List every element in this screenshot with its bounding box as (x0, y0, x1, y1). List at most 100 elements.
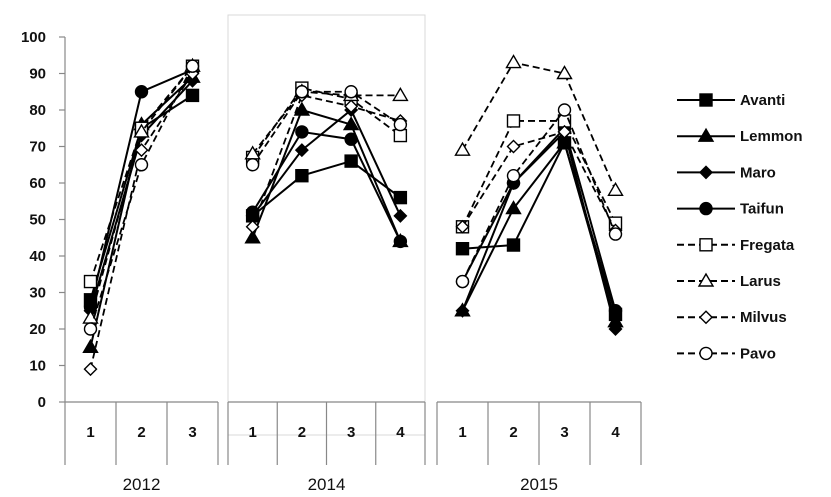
data-point (187, 89, 199, 101)
series-line (463, 132, 616, 231)
y-tick-label: 60 (29, 175, 46, 192)
legend-item-avanti: Avanti (677, 92, 785, 109)
series-avanti (457, 137, 622, 321)
data-point (394, 130, 406, 142)
data-point (508, 141, 520, 153)
year-label: 2014 (308, 475, 346, 494)
y-tick-label: 30 (29, 285, 46, 302)
series-pavo (247, 86, 407, 171)
legend-item-larus: Larus (677, 273, 781, 290)
year-label: 2015 (520, 475, 558, 494)
y-tick-label: 50 (29, 212, 46, 229)
legend: Avanti Lemmon Maro Taifun Fregata Larus Milvus… (677, 92, 803, 362)
data-point (394, 192, 406, 204)
panel-2015: 1 2 3 4 2015 (437, 56, 641, 494)
data-point (609, 183, 623, 195)
data-point (457, 243, 469, 255)
legend-label: Avanti (740, 92, 785, 109)
series-milvus (85, 68, 199, 376)
x-tick-label: 3 (188, 424, 196, 441)
x-tick-label: 1 (86, 424, 94, 441)
legend-marker (700, 203, 712, 215)
y-tick-label: 80 (29, 102, 46, 119)
legend-label: Taifun (740, 201, 784, 218)
data-point (507, 56, 521, 68)
legend-item-taifun: Taifun (677, 201, 784, 218)
series-line (463, 128, 616, 311)
series-milvus (247, 89, 407, 232)
x-tick-label: 3 (560, 424, 568, 441)
x-tick-label: 1 (248, 424, 256, 441)
series-lemmon (84, 70, 200, 352)
data-point (456, 143, 470, 155)
series-lemmon (456, 136, 623, 327)
data-point (345, 155, 357, 167)
data-point (457, 276, 469, 288)
legend-item-fregata: Fregata (677, 237, 795, 254)
series-fregata (457, 115, 622, 233)
data-point (610, 228, 622, 240)
y-tick-label: 100 (21, 29, 46, 46)
x-tick-label: 2 (509, 424, 517, 441)
legend-marker (700, 94, 712, 106)
x-tick-label: 4 (611, 424, 620, 441)
legend-label: Milvus (740, 309, 787, 326)
data-point (85, 363, 97, 375)
data-point (187, 60, 199, 72)
legend-label: Lemmon (740, 128, 803, 145)
data-point (394, 210, 406, 222)
panel-2012: 1 2 3 2012 (65, 59, 218, 494)
data-point (394, 235, 406, 247)
legend-item-pavo: Pavo (677, 345, 776, 362)
data-point (508, 115, 520, 127)
data-point (345, 133, 357, 145)
series-maro (457, 126, 622, 335)
legend-marker (700, 239, 712, 251)
series-larus (84, 59, 200, 323)
data-point (85, 276, 97, 288)
legend-marker (700, 347, 712, 359)
y-tick-label: 20 (29, 321, 46, 338)
legend-label: Maro (740, 164, 776, 181)
x-tick-label: 2 (298, 424, 306, 441)
data-point (136, 86, 148, 98)
data-point (508, 170, 520, 182)
y-tick-label: 90 (29, 66, 46, 83)
data-point (247, 159, 259, 171)
legend-label: Pavo (740, 345, 776, 362)
series-lemmon (246, 103, 408, 246)
data-point (345, 86, 357, 98)
data-point (394, 119, 406, 131)
series-taifun (247, 126, 407, 248)
data-point (296, 126, 308, 138)
x-tick-label: 1 (458, 424, 466, 441)
legend-item-maro: Maro (677, 164, 776, 181)
legend-marker (700, 311, 712, 323)
x-tick-label: 4 (396, 424, 405, 441)
x-tick-label: 3 (347, 424, 355, 441)
data-point (85, 323, 97, 335)
y-tick-label: 10 (29, 358, 46, 375)
series-line (253, 88, 401, 157)
y-tick-label: 70 (29, 139, 46, 156)
legend-marker (700, 166, 712, 178)
data-point (559, 104, 571, 116)
legend-item-lemmon: Lemmon (677, 128, 803, 145)
y-tick-label: 0 (38, 394, 46, 411)
series-line (463, 63, 616, 191)
legend-label: Larus (740, 273, 781, 290)
data-point (296, 170, 308, 182)
series-taifun (457, 122, 622, 317)
legend-item-milvus: Milvus (677, 309, 787, 326)
data-point (508, 239, 520, 251)
series-line (253, 92, 401, 165)
y-tick-label: 40 (29, 248, 46, 265)
data-point (296, 86, 308, 98)
series-line (253, 95, 401, 226)
year-label: 2012 (123, 475, 161, 494)
panel-2014: 1 2 3 4 2014 (228, 82, 425, 494)
x-tick-label: 2 (137, 424, 145, 441)
data-point (393, 88, 407, 100)
data-point (247, 221, 259, 233)
